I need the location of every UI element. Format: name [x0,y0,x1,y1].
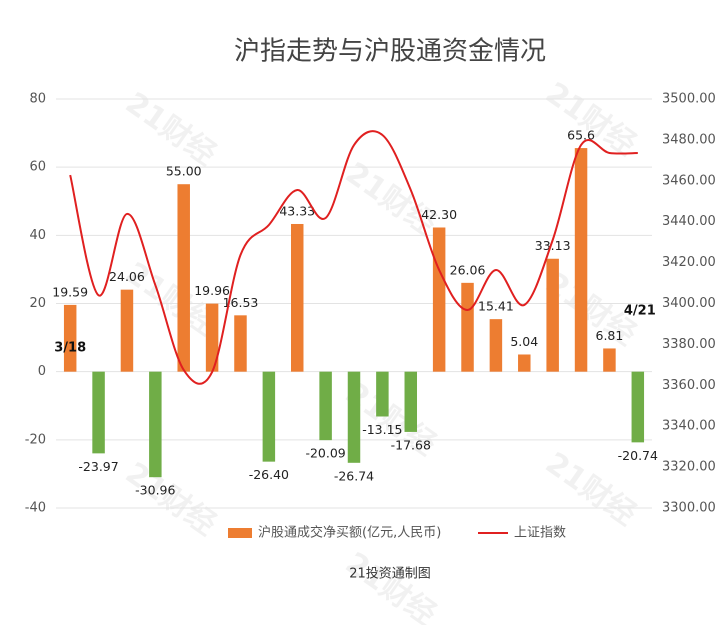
data-label: 19.59 [52,284,88,299]
data-label: 26.06 [450,262,486,277]
data-label: 65.6 [567,128,595,143]
data-label: -20.09 [305,446,345,461]
bar [92,371,105,454]
chart-title: 沪指走势与沪股通资金情况 [234,37,546,67]
data-label: 43.33 [279,203,315,218]
data-label: -26.40 [249,467,289,482]
data-label: 33.13 [535,238,571,253]
y-tick-label: 80 [29,92,46,107]
legend-label: 上证指数 [514,526,566,541]
data-label: 42.30 [421,207,457,222]
y-tick-label: -20 [25,432,46,447]
footer: 21投资通制图 [349,566,431,582]
bar [262,371,276,462]
bar [574,148,588,372]
line [69,130,638,385]
y-tick-label: -40 [25,501,46,516]
category-label: 3/18 [54,341,86,356]
y2-tick-label: 3400.00 [662,296,716,311]
y-tick-label: 40 [29,228,46,243]
category-label: 4/21 [624,304,656,319]
bar [63,304,77,372]
y2-tick-label: 3340.00 [662,419,716,434]
watermark: 21财经 [339,156,442,243]
y2-tick-label: 3460.00 [662,173,716,188]
bar [120,289,134,372]
data-label: -23.97 [78,459,118,474]
y-tick-label: 0 [38,364,46,379]
watermark: 21财经 [339,546,442,625]
watermark: 21财经 [539,76,642,163]
data-label: -13.15 [362,422,402,437]
bar [489,319,503,372]
y2-tick-label: 3300.00 [662,501,716,516]
data-label: -26.74 [334,468,374,483]
y2-tick-label: 3440.00 [662,214,716,229]
data-label: 55.00 [166,164,202,179]
data-label: 6.81 [596,328,624,343]
y2-tick-label: 3320.00 [662,460,716,475]
bar [319,371,332,441]
watermark: 21财经 [119,456,222,543]
data-label: -17.68 [391,437,431,452]
bar [177,184,190,372]
bar [376,371,389,417]
bar [432,227,446,372]
bar [631,371,645,443]
bar [461,282,474,372]
bar [149,371,162,478]
y2-tick-label: 3480.00 [662,132,716,147]
y-tick-label: 20 [29,296,46,311]
data-label: 16.53 [223,295,259,310]
y2-tick-label: 3420.00 [662,255,716,270]
legend-swatch [228,528,252,538]
bar [205,303,219,372]
bar [290,223,304,372]
bar [234,315,247,372]
bar [404,371,418,432]
data-label: 19.96 [194,283,230,298]
bar [546,258,559,372]
data-label: -30.96 [135,483,175,498]
y-tick-label: 60 [29,160,46,175]
bar [347,371,361,463]
data-label: 15.41 [478,299,514,314]
data-label: 5.04 [510,334,538,349]
data-label: 24.06 [109,269,145,284]
y2-tick-label: 3500.00 [662,92,716,107]
bar [518,354,531,372]
y2-tick-label: 3360.00 [662,378,716,393]
y2-tick-label: 3380.00 [662,337,716,352]
legend-label: 沪股通成交净买额(亿元,人民币) [258,525,441,541]
bar [603,348,616,372]
data-label: -20.74 [618,448,658,463]
